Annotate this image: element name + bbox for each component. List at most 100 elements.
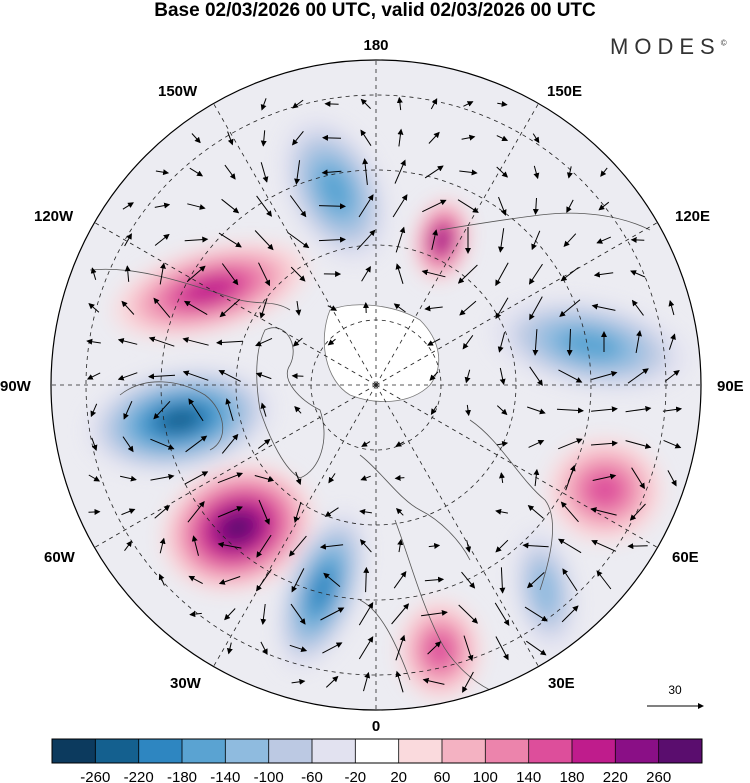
wind-vector — [154, 505, 171, 519]
wind-vector — [188, 575, 203, 585]
colorbar-swatch — [398, 739, 443, 763]
wind-vector — [288, 535, 307, 557]
wind-vector — [217, 506, 243, 518]
wind-vector — [558, 438, 583, 450]
wind-vector — [258, 499, 270, 525]
wind-vector — [457, 199, 479, 213]
anomaly-field — [51, 60, 701, 710]
wind-vector — [392, 194, 408, 218]
wind-vector — [526, 640, 547, 656]
colorbar-tick-label: 100 — [473, 769, 498, 783]
lon-label-30w: 30W — [170, 675, 202, 692]
colorbar-tick-label: -260 — [80, 769, 110, 783]
wind-vector — [596, 570, 612, 590]
wind-vector — [287, 231, 310, 249]
wind-vector — [189, 167, 204, 177]
wind-vector — [191, 133, 201, 144]
wind-vector — [227, 131, 234, 146]
wind-vector — [463, 635, 474, 662]
colorbar-tick-label: 60 — [434, 769, 451, 783]
wind-vector — [318, 203, 346, 210]
meridian-line — [375, 384, 539, 667]
wind-vector — [424, 305, 443, 312]
brand-text: MODES — [610, 34, 721, 59]
wind-vector — [289, 195, 307, 218]
wind-vector — [218, 370, 241, 382]
brand-logo: MODES© — [610, 34, 727, 60]
wind-vector — [260, 603, 267, 625]
wind-vector — [631, 467, 645, 490]
wind-vector — [394, 159, 406, 184]
wind-vector — [122, 202, 134, 210]
colorbar-swatch — [182, 739, 226, 763]
wind-vector — [532, 133, 540, 144]
wind-vector — [221, 263, 239, 286]
wind-vector — [627, 368, 649, 384]
lon-label-90w: 90W — [0, 378, 32, 395]
wind-vector — [598, 201, 610, 211]
wind-vector — [462, 671, 474, 693]
anomaly-contour — [158, 407, 202, 433]
wind-vector — [561, 605, 579, 623]
wind-vector — [88, 474, 101, 482]
wind-vector — [528, 263, 543, 285]
wind-vector — [124, 540, 133, 551]
wind-vector — [88, 303, 100, 313]
wind-vector — [259, 298, 268, 319]
wind-vector — [395, 634, 406, 661]
wind-vector — [256, 534, 272, 558]
wind-vector — [531, 230, 541, 251]
anomaly-contour — [557, 329, 623, 361]
wind-vector — [430, 405, 438, 415]
colorbar-tick-label: -140 — [210, 769, 240, 783]
wind-vector — [528, 439, 545, 448]
brand-mark: © — [720, 38, 727, 48]
wind-vector — [496, 135, 509, 142]
wind-vector — [629, 503, 646, 521]
wind-vector — [258, 262, 271, 287]
wind-vector — [359, 539, 372, 553]
wind-vectors — [86, 96, 683, 693]
wind-vector — [600, 167, 608, 177]
wind-vector — [498, 228, 505, 253]
vector-reference: 30 — [647, 683, 704, 709]
wind-vector — [591, 406, 618, 413]
wind-vector — [362, 158, 369, 185]
wind-vector — [630, 270, 646, 278]
wind-vector — [427, 338, 441, 346]
wind-vector — [358, 602, 374, 626]
wind-vector — [290, 603, 306, 625]
wind-vector — [90, 403, 98, 418]
wind-vector — [461, 134, 476, 141]
colorbar-swatch — [225, 739, 270, 763]
wind-vector — [216, 339, 244, 346]
wind-vector — [358, 636, 374, 660]
wind-vector — [495, 636, 509, 661]
wind-vector — [119, 475, 137, 482]
wind-vector — [356, 229, 376, 250]
wind-vector — [591, 370, 618, 380]
wind-vector — [499, 472, 505, 483]
lon-label-60w: 60W — [44, 549, 76, 566]
wind-vector — [358, 194, 374, 218]
wind-vector — [668, 333, 676, 350]
lon-label-150e: 150E — [547, 83, 582, 100]
colorbar-tick-label: 180 — [559, 769, 584, 783]
wind-vector — [663, 439, 682, 449]
wind-vector — [322, 642, 343, 654]
wind-vector — [255, 372, 272, 380]
wind-vector — [295, 301, 302, 316]
wind-vector — [524, 606, 548, 622]
wind-vector — [431, 229, 439, 250]
wind-vector — [592, 473, 617, 481]
wind-vector — [121, 508, 136, 516]
wind-vector — [394, 474, 405, 481]
wind-vector — [421, 269, 446, 278]
wind-vector — [226, 642, 233, 655]
wind-vector — [361, 441, 371, 447]
wind-vector — [527, 504, 544, 519]
colorbar-swatch — [572, 739, 616, 763]
wind-vector — [427, 641, 442, 655]
wind-vector — [158, 573, 165, 586]
